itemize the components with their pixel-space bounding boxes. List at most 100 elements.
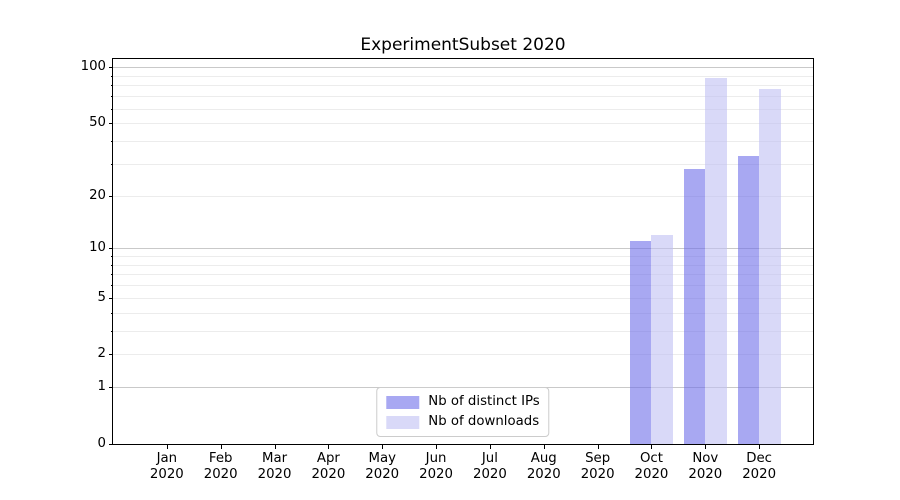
x-tick-label-month: Sep <box>585 451 611 466</box>
grid-line-minor <box>113 195 813 197</box>
y-tick-label: 20 <box>89 187 106 203</box>
x-tick-label: Jan 2020 <box>140 451 194 482</box>
x-tick-label-month: Mar <box>261 451 288 466</box>
y-minor-tick-mark <box>110 354 113 355</box>
x-tick-label-year: 2020 <box>473 466 507 482</box>
y-minor-tick-mark <box>110 76 113 77</box>
x-tick-label: Oct 2020 <box>624 451 678 482</box>
x-tick-label-month: Aug <box>530 451 557 466</box>
x-tick-mark <box>220 445 222 449</box>
grid-line-minor <box>113 140 813 142</box>
x-tick-mark <box>759 445 761 449</box>
x-tick-label: Dec 2020 <box>732 451 786 482</box>
y-minor-tick-mark <box>110 285 113 286</box>
y-minor-tick-mark <box>110 85 113 86</box>
x-tick-mark <box>597 445 599 449</box>
y-minor-tick-mark <box>110 331 113 332</box>
x-tick-label-year: 2020 <box>742 466 777 482</box>
y-tick-mark <box>109 387 113 388</box>
x-tick-label-year: 2020 <box>634 466 669 482</box>
y-minor-tick-mark <box>110 265 113 266</box>
y-tick-mark <box>109 248 113 249</box>
y-tick-label: 10 <box>89 240 106 256</box>
x-tick-mark <box>705 445 707 449</box>
x-tick-label: Sep 2020 <box>571 451 625 482</box>
x-tick-label: Mar 2020 <box>248 451 302 482</box>
x-tick-label-year: 2020 <box>419 466 453 482</box>
grid-line-major <box>113 247 813 249</box>
x-tick-label-year: 2020 <box>580 466 615 482</box>
x-tick-label-month: Feb <box>208 451 233 466</box>
y-tick-label: 100 <box>80 59 106 75</box>
x-tick-label-month: Jun <box>425 451 447 466</box>
x-tick-label-year: 2020 <box>365 466 400 482</box>
x-tick-label-month: Nov <box>692 451 719 466</box>
bar-distinct-ips <box>683 169 706 444</box>
y-tick-label: 0 <box>97 436 106 451</box>
x-tick-label-year: 2020 <box>311 466 346 482</box>
chart-title: ExperimentSubset 2020 <box>360 35 566 55</box>
x-tick-label: Apr 2020 <box>301 451 355 482</box>
x-tick-label-year: 2020 <box>688 466 723 482</box>
x-tick-label-month: Oct <box>639 451 663 466</box>
x-tick-mark <box>382 445 384 449</box>
grid-line-minor <box>113 163 813 165</box>
grid-line-minor <box>113 255 813 257</box>
x-tick-mark <box>274 445 276 449</box>
x-tick-label: Aug 2020 <box>517 451 571 482</box>
bar-downloads <box>759 88 781 444</box>
grid-line-minor <box>113 95 813 97</box>
grid-line-minor <box>113 122 813 124</box>
y-minor-tick-mark <box>110 109 113 110</box>
y-minor-tick-mark <box>110 274 113 275</box>
y-minor-tick-mark <box>110 313 113 314</box>
grid-line-minor <box>113 273 813 275</box>
x-tick-mark <box>328 445 330 449</box>
grid-line-minor <box>113 330 813 332</box>
y-tick-label: 5 <box>97 289 106 305</box>
x-tick-mark <box>543 445 545 449</box>
x-tick-label-year: 2020 <box>149 466 184 482</box>
x-tick-label: Jun 2020 <box>409 451 463 482</box>
y-minor-tick-mark <box>110 298 113 299</box>
bar-distinct-ips <box>737 156 760 444</box>
x-tick-label: Jul 2020 <box>463 451 517 482</box>
x-tick-label: May 2020 <box>355 451 409 482</box>
grid-line-minor <box>113 312 813 314</box>
grid-line-minor <box>113 297 813 299</box>
x-tick-label-year: 2020 <box>203 466 238 482</box>
y-minor-tick-mark <box>110 96 113 97</box>
y-tick-mark <box>109 67 113 68</box>
x-tick-label-month: May <box>368 451 396 466</box>
x-tick-mark <box>166 445 168 449</box>
y-tick-mark <box>109 444 113 445</box>
x-tick-label: Feb 2020 <box>194 451 248 482</box>
y-minor-tick-mark <box>110 196 113 197</box>
y-tick-label: 50 <box>89 115 106 131</box>
y-tick-label: 2 <box>97 346 106 362</box>
x-tick-label-month: Jul <box>481 451 498 466</box>
grid-line-major <box>113 66 813 68</box>
grid-line-minor <box>113 84 813 86</box>
y-tick-label: 1 <box>97 379 106 395</box>
x-tick-mark <box>651 445 653 449</box>
x-tick-label-month: Apr <box>316 451 340 466</box>
bar-distinct-ips <box>629 241 652 444</box>
grid-line-minor <box>113 108 813 110</box>
y-minor-tick-mark <box>110 123 113 124</box>
x-tick-label: Nov 2020 <box>678 451 732 482</box>
y-minor-tick-mark <box>110 256 113 257</box>
x-tick-mark <box>436 445 438 449</box>
x-tick-mark <box>489 445 491 449</box>
x-tick-label-year: 2020 <box>257 466 292 482</box>
grid-line-minor <box>113 264 813 266</box>
y-minor-tick-mark <box>110 141 113 142</box>
plot-area <box>113 59 813 444</box>
x-tick-label-month: Jan <box>156 451 178 466</box>
x-tick-label-month: Dec <box>746 451 772 466</box>
grid-line-minor <box>113 284 813 286</box>
bar-downloads <box>705 77 727 444</box>
grid-line-minor <box>113 353 813 355</box>
grid-line-minor <box>113 75 813 77</box>
